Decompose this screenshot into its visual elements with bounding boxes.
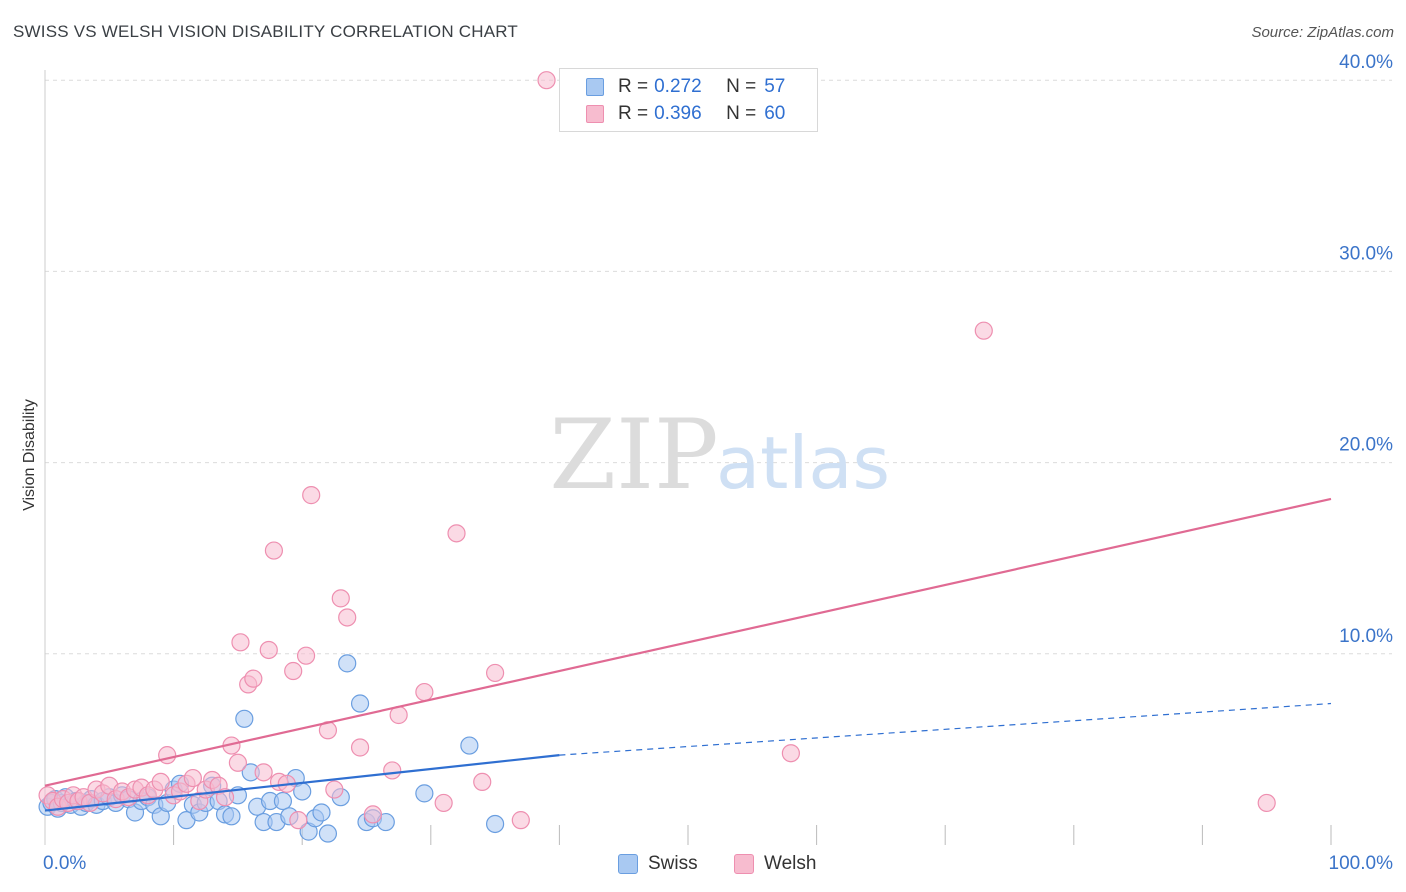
x-tick-label: 0.0% <box>43 853 86 874</box>
bottom-legend-swatch-swiss <box>618 854 638 874</box>
points-layer <box>38 71 1276 843</box>
y-tick-label: 10.0% <box>1339 626 1393 647</box>
welsh-point <box>244 669 263 688</box>
legend-swatch-welsh <box>586 105 604 123</box>
welsh-trend-line <box>44 497 1332 787</box>
axis-layer: 10.0% 20.0% 30.0% 40.0% 0.0% 100.0% <box>43 52 1393 874</box>
swiss-point <box>486 814 505 834</box>
welsh-point <box>259 640 278 660</box>
welsh-point <box>363 805 383 824</box>
legend-row-swiss: R = 0.272 N = 57 <box>586 76 785 98</box>
welsh-point <box>1257 793 1276 813</box>
legend-r-value: 0.272 <box>654 76 702 97</box>
welsh-point <box>183 768 202 788</box>
welsh-point <box>434 793 453 813</box>
welsh-point <box>289 811 308 830</box>
welsh-point <box>296 646 316 665</box>
legend-swatch-swiss <box>586 78 604 96</box>
welsh-point <box>254 763 273 782</box>
bottom-legend-label-swiss: Swiss <box>648 853 698 874</box>
welsh-point <box>447 524 466 543</box>
legend-row-welsh: R = 0.396 N = 60 <box>586 103 785 125</box>
welsh-point <box>511 811 530 830</box>
swiss-point <box>318 824 338 843</box>
swiss-point <box>460 736 479 755</box>
chart-title: SWISS VS WELSH VISION DISABILITY CORRELA… <box>13 22 518 41</box>
watermark-atlas: atlas <box>716 421 890 505</box>
welsh-point <box>231 633 250 652</box>
legend-box: R = 0.272 N = 57 R = 0.396 N = 60 <box>559 68 818 132</box>
swiss-point <box>235 709 254 728</box>
welsh-point <box>350 738 370 757</box>
welsh-point <box>473 772 492 792</box>
welsh-point <box>415 682 434 702</box>
swiss-point <box>350 694 370 713</box>
grid-layer <box>45 79 1392 655</box>
bottom-legend-welsh: Welsh <box>734 852 816 876</box>
welsh-point <box>228 753 247 772</box>
welsh-point <box>974 321 993 340</box>
watermark-zip: ZIP <box>549 399 718 511</box>
welsh-point <box>331 589 350 608</box>
bottom-legend-label-welsh: Welsh <box>764 853 817 874</box>
source-label: Source: ZipAtlas.com <box>1251 24 1394 41</box>
welsh-point <box>302 486 321 505</box>
x-tick-label: 100.0% <box>1329 853 1394 874</box>
swiss-trend-line <box>44 754 560 812</box>
swiss-point <box>338 654 357 673</box>
welsh-point <box>264 541 284 560</box>
swiss-point <box>293 782 312 801</box>
welsh-point <box>284 661 303 681</box>
y-tick-label: 40.0% <box>1339 52 1393 73</box>
legend-r-label: R = <box>618 76 649 97</box>
trend-layer <box>44 497 1332 812</box>
welsh-point <box>338 608 357 627</box>
welsh-point <box>325 780 344 799</box>
legend-r-label: R = <box>618 103 649 124</box>
bottom-legend-swiss: Swiss <box>618 852 698 876</box>
legend-n-label: N = <box>726 76 757 97</box>
y-tick-label: 30.0% <box>1339 243 1393 264</box>
welsh-point <box>383 761 402 780</box>
welsh-point <box>158 746 177 765</box>
welsh-point <box>537 71 556 90</box>
legend-n-value: 57 <box>764 76 786 97</box>
swiss-point <box>415 784 434 803</box>
legend-r-value: 0.396 <box>654 103 702 124</box>
legend-n-value: 60 <box>764 103 786 124</box>
welsh-point <box>215 788 235 807</box>
welsh-point <box>151 772 170 792</box>
swiss-trend-extension <box>559 702 1332 756</box>
welsh-point <box>486 663 505 683</box>
swiss-point <box>273 791 293 811</box>
legend-n-label: N = <box>726 103 757 124</box>
y-tick-label: 20.0% <box>1339 435 1393 456</box>
bottom-legend-swatch-welsh <box>734 854 754 874</box>
welsh-point <box>781 744 800 763</box>
swiss-point <box>222 807 241 826</box>
swiss-point <box>312 803 331 822</box>
watermark: ZIP atlas <box>549 399 890 511</box>
